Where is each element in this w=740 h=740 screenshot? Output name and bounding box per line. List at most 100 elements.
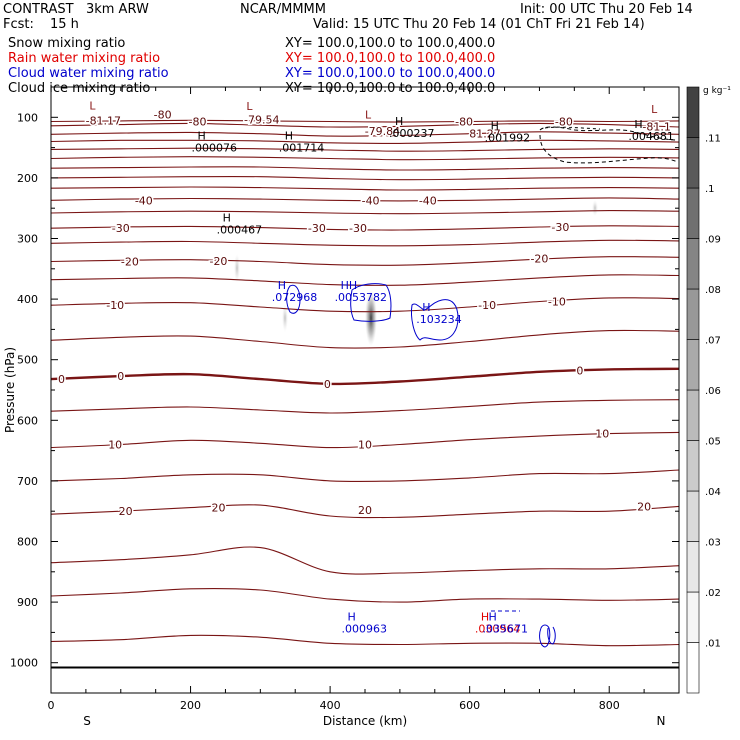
- colorbar-tick-label: .07: [705, 336, 721, 347]
- model-title: CONTRAST 3km ARW: [3, 2, 149, 17]
- extrema-markers: L LL LH.000076H.001714H.000237H.001992H.00…: [89, 99, 673, 635]
- mixing-ratio-contours: [286, 126, 679, 648]
- colorbar-tick-label: .09: [705, 235, 721, 246]
- marker-letter: L: [651, 103, 658, 116]
- contour-label: 81.27: [469, 128, 501, 141]
- cloud-water-contour: [286, 284, 301, 314]
- temperature-contour-25: [50, 546, 680, 575]
- contour-label: -10: [106, 299, 124, 312]
- snow-shading-weak: [282, 304, 288, 332]
- contour-label: 20: [637, 500, 651, 513]
- colorbar: .01 .02 .03 .04 .05 .06 .07 .08 .09 .1 .11 g kg⁻¹: [686, 86, 731, 694]
- contour-label: -20: [209, 255, 227, 268]
- contour-label: 10: [108, 439, 122, 452]
- marker-value: .001992: [485, 131, 530, 144]
- temperature-contour-10: [50, 431, 680, 449]
- snow-shading-weak: [592, 200, 598, 216]
- temperature-contour-m70: [50, 139, 680, 144]
- colorbar-swatch: [686, 642, 700, 694]
- contour-label: -79.84: [365, 125, 400, 138]
- temperature-contour-m10: [50, 297, 680, 313]
- contour-label: 0: [58, 373, 65, 386]
- temperature-contour-m15: [50, 274, 680, 286]
- init-time: Init: 00 UTC Thu 20 Feb 14: [520, 2, 693, 17]
- temperature-contours: [50, 119, 680, 647]
- contour-label: -80: [154, 108, 172, 121]
- colorbar-swatch: [686, 541, 700, 593]
- contour-label: -40: [135, 194, 153, 207]
- marker-value: .072968: [272, 291, 318, 304]
- colorbar-tick-label: .03: [705, 538, 721, 549]
- y-tick-label: 900: [17, 596, 38, 609]
- colorbar-swatch: [686, 238, 700, 290]
- temperature-contour-m55: [50, 166, 680, 171]
- x-axis-label: Distance (km): [323, 714, 407, 728]
- colorbar-tick-label: .01: [705, 639, 721, 650]
- contour-label: -40: [362, 194, 380, 207]
- marker-letter: HH: [341, 279, 358, 292]
- colorbar-swatch: [686, 137, 700, 189]
- temperature-contour-m20: [50, 256, 680, 266]
- contour-label: -40: [419, 194, 437, 207]
- marker-value: .000467: [217, 224, 262, 237]
- cloud-water-contour: [411, 299, 459, 341]
- contour-label: -30: [551, 221, 569, 234]
- marker-letter: H: [634, 118, 642, 131]
- snow-shading-core: [365, 290, 377, 346]
- colorbar-tick-label: .02: [705, 588, 721, 599]
- contour-label: 20: [211, 502, 225, 515]
- temperature-contour-35: [50, 634, 680, 647]
- temperature-contour-5: [50, 399, 680, 414]
- contour-label: -10: [478, 299, 496, 312]
- temperature-contour-m50: [50, 175, 680, 181]
- x-tick-label: 600: [459, 699, 480, 712]
- temperature-contour-m40: [50, 197, 680, 202]
- temperature-contour-m65: [50, 147, 680, 152]
- contour-label: -30: [112, 222, 130, 235]
- colorbar-swatch: [686, 288, 700, 340]
- field-name-cloud-ice: Cloud ice mixing ratio: [8, 81, 151, 96]
- field-xy-snow: XY= 100.0,100.0 to 100.0,400.0: [285, 36, 496, 51]
- y-tick-label: 100: [17, 111, 38, 124]
- x-tick-label: 400: [320, 699, 341, 712]
- marker-letter: L: [89, 99, 96, 112]
- y-tick-label: 400: [17, 293, 38, 306]
- cloud-water-contour: [350, 283, 392, 322]
- marker-letter: H: [348, 610, 356, 623]
- contour-label: 20: [358, 504, 372, 517]
- field-xy-rain: XY= 100.0,100.0 to 100.0,400.0: [285, 51, 496, 66]
- temperature-contour-20: [50, 504, 680, 519]
- marker-letter: H: [489, 610, 497, 623]
- field-xy-cloud-ice: XY= 100.0,100.0 to 100.0,400.0: [285, 81, 496, 96]
- y-tick-label: 600: [17, 414, 38, 427]
- marker-letter: L: [246, 100, 253, 113]
- marker-letter: H: [285, 130, 293, 143]
- colorbar-unit: g kg⁻¹: [703, 86, 731, 96]
- colorbar-swatch: [686, 187, 700, 239]
- cloud-ice-contour: [544, 126, 601, 130]
- temperature-contour-m5: [50, 329, 680, 349]
- y-tick-label: 1000: [10, 657, 38, 670]
- forecast-hour: 15 h: [50, 17, 79, 32]
- marker-letter: H: [223, 212, 231, 225]
- contour-label: 0: [576, 365, 583, 378]
- contour-label: -20: [121, 256, 139, 269]
- contour-label: 10: [358, 439, 372, 452]
- colorbar-tick-label: .06: [705, 386, 721, 397]
- colorbar-swatch: [686, 440, 700, 492]
- marker-value: .030964: [475, 622, 521, 635]
- contour-label: -10: [548, 296, 566, 309]
- cloud-water-contour: [547, 626, 556, 645]
- contour-label: -30: [349, 222, 367, 235]
- contour-label: 0: [324, 378, 331, 391]
- contour-label: -30: [308, 222, 326, 235]
- y-tick-label: 200: [17, 172, 38, 185]
- temperature-contour-m25: [50, 239, 680, 247]
- marker-value: .004681: [628, 130, 674, 143]
- contour-label: -79.54: [244, 114, 279, 127]
- temperature-contour-m30: [50, 225, 680, 231]
- marker-letter: H: [198, 130, 206, 143]
- y-tick-label: 500: [17, 354, 38, 367]
